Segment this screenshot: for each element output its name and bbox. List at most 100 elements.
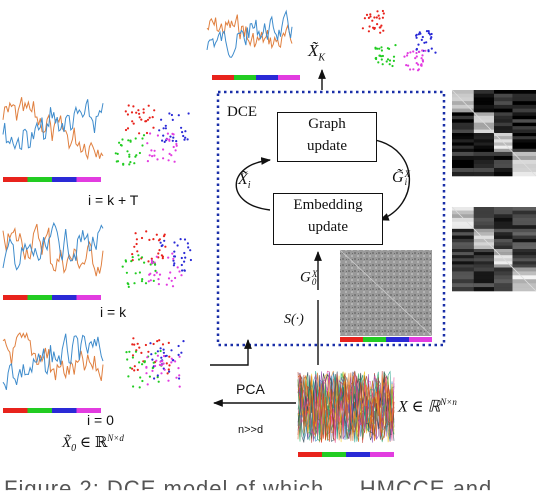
g-tilde-sub: i <box>404 177 408 188</box>
scatter-mid-pt <box>181 269 184 272</box>
mat-top-cell <box>473 112 494 117</box>
mat-mid-cell <box>494 210 513 215</box>
scatter-bottom-pt <box>151 369 154 372</box>
scatter-bottom-pt <box>138 346 141 349</box>
scatter-top-pt <box>162 134 165 137</box>
scatter-mid-pt <box>152 279 155 282</box>
mat-mid-cell <box>473 242 494 246</box>
scatter-mid-pt <box>124 260 128 263</box>
mat-top-cell <box>473 155 494 161</box>
scatter-top-pt <box>122 163 125 166</box>
mat-mid-cell <box>452 264 474 268</box>
mat-mid-cell <box>452 242 474 246</box>
scatter-top-pt <box>173 160 176 163</box>
scatter-final-pt <box>420 57 423 60</box>
g0-sup: X <box>311 269 318 279</box>
bar-bottom-3 <box>76 408 101 413</box>
bar-input-3 <box>370 452 394 457</box>
scatter-mid-pt <box>153 261 156 264</box>
mat-top-cell <box>494 93 513 98</box>
scatter-bottom-pt <box>178 374 181 377</box>
graph-update-box: Graph update <box>277 112 377 162</box>
scatter-top-pt <box>156 158 159 161</box>
scatter-bottom-pt <box>143 361 146 364</box>
mat-mid-cell <box>512 255 536 259</box>
scatter-final-pt <box>417 43 420 46</box>
scatter-mid-pt <box>158 249 161 252</box>
scatter-bottom-pt <box>165 354 168 357</box>
mat-top-cell <box>452 136 474 140</box>
graph-update-line1: Graph <box>308 116 346 132</box>
scatter-bottom-pt <box>182 340 185 343</box>
scatter-top-pt <box>135 111 138 114</box>
scatter-mid-pt <box>135 238 138 241</box>
mat-mid-cell <box>494 261 513 265</box>
scatter-top-pt <box>132 105 135 108</box>
scatter-bottom-pt <box>165 362 168 365</box>
scatter-mid-pt <box>147 260 150 263</box>
scatter-bottom-pt <box>162 354 166 358</box>
embedding-update-line2: update <box>308 219 348 235</box>
mat-mid-cell <box>512 217 536 222</box>
scatter-top-pt <box>158 129 161 132</box>
mat-top-cell <box>494 136 513 140</box>
mat-mid-cell <box>452 232 474 236</box>
scatter-final-pt <box>429 37 432 40</box>
scatter-top-pt <box>169 135 172 138</box>
scatter-mid-pt <box>171 285 175 288</box>
bar-top-2 <box>52 177 77 182</box>
g-tilde-sup: X <box>404 169 411 180</box>
scatter-mid-pt <box>189 249 192 252</box>
scatter-mid-pt <box>160 254 163 257</box>
mat-top-cell <box>452 142 474 146</box>
scatter-top-pt <box>181 131 184 134</box>
scatter-final-pt <box>394 44 397 47</box>
mat-top-cell <box>512 133 536 137</box>
mat-top-cell <box>473 136 494 140</box>
scatter-top-pt <box>146 160 149 163</box>
scatter-mid-pt <box>180 274 183 277</box>
mat-top-cell <box>494 133 513 137</box>
scatter-final-pt <box>415 36 418 39</box>
mat-mid-cell <box>512 225 536 230</box>
scatter-top-pt <box>187 112 190 115</box>
scatter-top-pt <box>121 138 124 141</box>
scatter-bottom-pt <box>154 364 157 368</box>
mat-mid-cell <box>494 225 513 230</box>
scatter-final-pt <box>378 47 381 50</box>
mat-top-cell <box>452 139 474 143</box>
mat-mid-cell <box>494 228 513 233</box>
x0-rhs: ∈ ℝ <box>79 435 108 451</box>
mat-top-diag <box>451 89 537 177</box>
scatter-mid-pt <box>186 242 189 245</box>
scatter-final-pt <box>386 58 390 61</box>
mat-mid-cell <box>494 221 513 226</box>
scatter-mid-pt <box>183 269 186 272</box>
scatter-final-pt <box>379 26 382 29</box>
scatter-mid-pt <box>159 241 162 244</box>
mat-mid-cell <box>512 275 536 280</box>
mat-top-cell <box>473 104 494 109</box>
scatter-bottom-pt <box>170 361 173 364</box>
scatter-bottom-pt <box>152 361 155 364</box>
scatter-top-pt <box>171 139 174 142</box>
mat-mid-cell <box>473 221 494 226</box>
scatter-top-pt <box>126 113 129 116</box>
scatter-top-pt <box>138 132 141 135</box>
scatter-mid-pt <box>170 279 173 282</box>
series-orange-2 <box>2 223 104 277</box>
scatter-final-pt <box>382 29 385 32</box>
scatter-top-pt <box>138 116 141 119</box>
mat-mid-cell <box>473 271 494 276</box>
mat-mid-cell <box>512 214 536 219</box>
series-orange-1 <box>2 97 104 161</box>
scatter-top-pt <box>124 128 128 132</box>
scatter-top-pt <box>118 141 121 144</box>
embedding-update-line1: Embedding <box>293 197 363 213</box>
bar-top-3 <box>76 177 101 182</box>
scatter-mid-pt <box>134 272 137 275</box>
scatter-final-pt <box>417 68 420 71</box>
scatter-final-pt <box>382 12 385 15</box>
scatter-final-pt <box>376 47 379 50</box>
scatter-mid-pt <box>180 256 183 260</box>
